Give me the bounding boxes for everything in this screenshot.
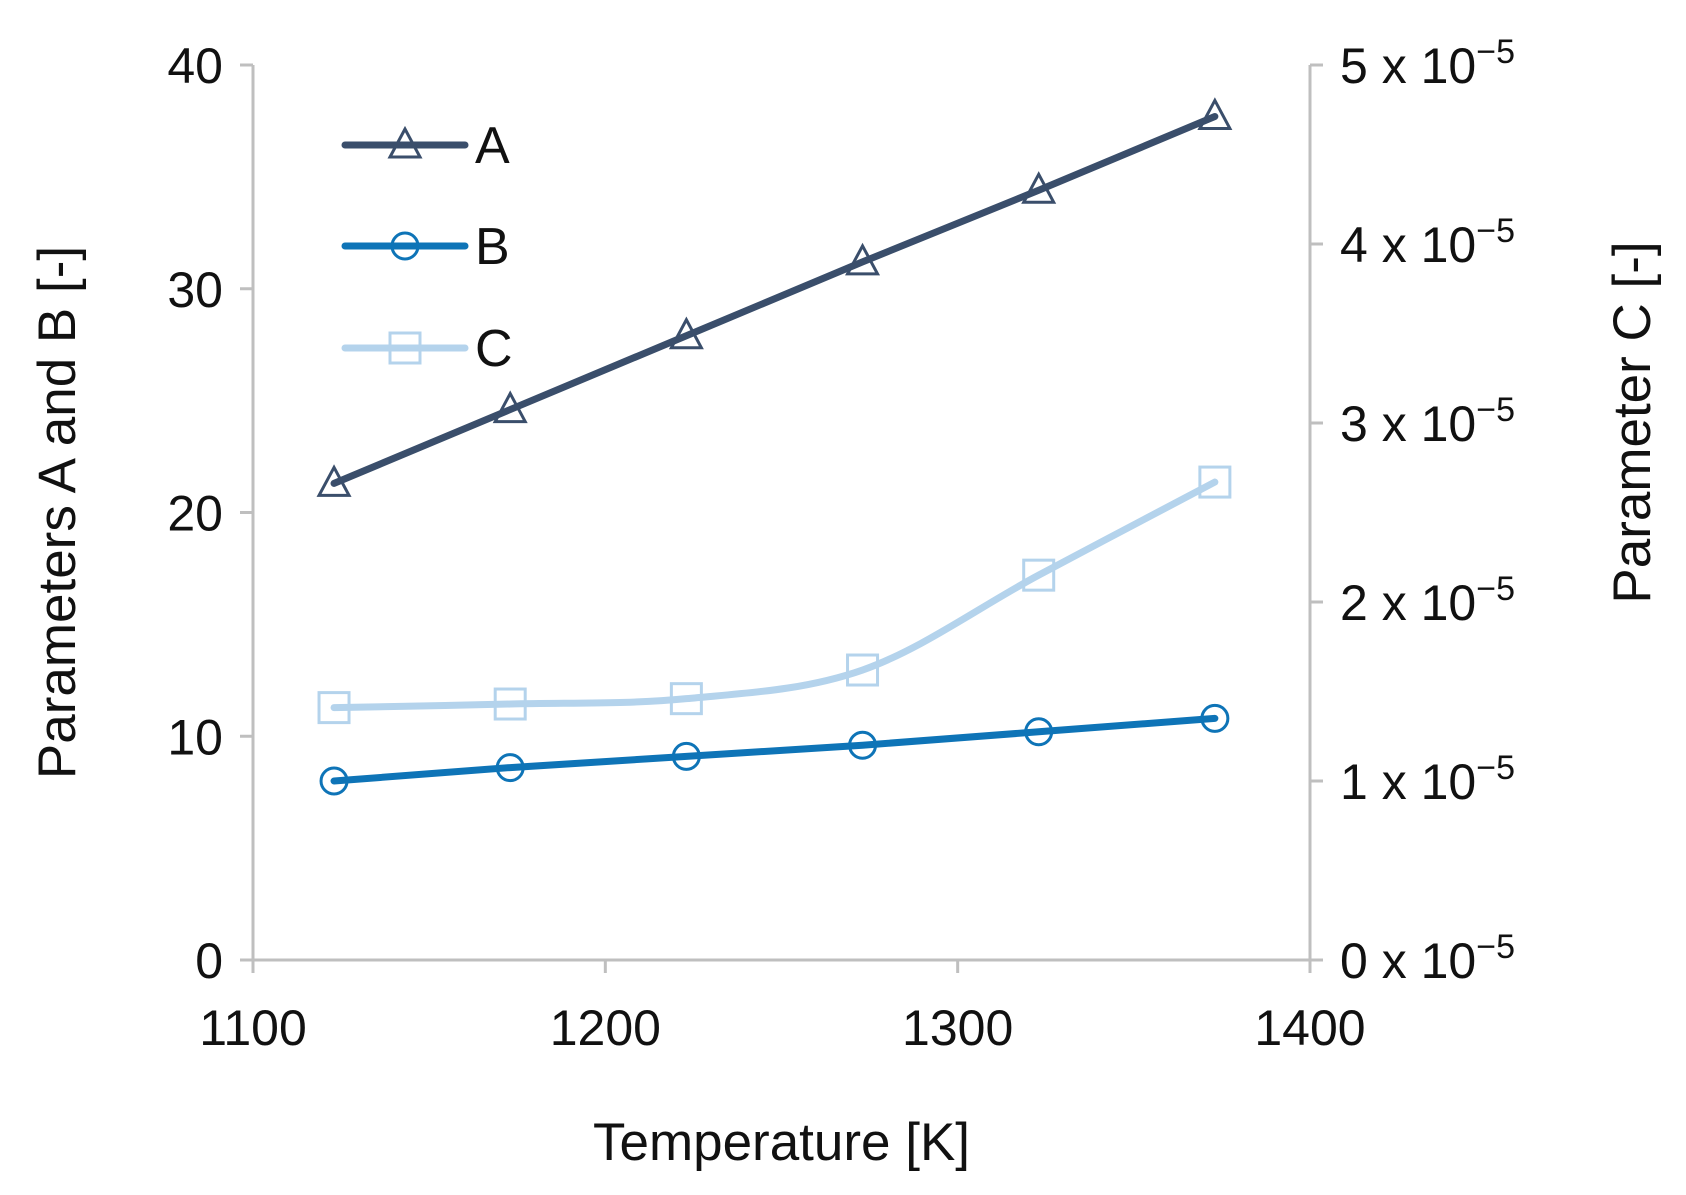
- y-right-tick-mantissa: 4 x 10: [1340, 217, 1476, 273]
- series-a-point: [492, 390, 528, 424]
- y-right-tick-exponent: −5: [1476, 33, 1515, 71]
- y-left-tick-label: 30: [167, 262, 223, 318]
- y-right-tick-mantissa: 3 x 10: [1340, 396, 1476, 452]
- y-right-tick-label: 4 x 10−5: [1340, 212, 1515, 273]
- y-right-tick-exponent: −5: [1476, 570, 1515, 608]
- series-c-point: [846, 653, 880, 687]
- x-tick-label: 1200: [550, 1000, 661, 1056]
- series-c-line: [330, 478, 1219, 712]
- y-left-tick-label: 20: [167, 486, 223, 542]
- series-a-point: [1021, 171, 1057, 204]
- y-right-tick-exponent: −5: [1476, 212, 1515, 250]
- x-axis-title: Temperature [K]: [593, 1113, 970, 1172]
- y-right-tick-label: 2 x 10−5: [1340, 570, 1515, 631]
- series-b-point: [671, 741, 701, 771]
- series-c-point: [1022, 558, 1056, 592]
- series-c: [317, 465, 1232, 725]
- y-right-tick-exponent: −5: [1476, 928, 1515, 966]
- y-right-tick-label: 0 x 10−5: [1340, 928, 1515, 989]
- series-a-point: [668, 316, 704, 350]
- y-right-axis-title: Parameter C [-]: [1603, 241, 1662, 603]
- y-right-tick-mantissa: 5 x 10: [1340, 38, 1476, 94]
- y-right-tick-label: 5 x 10−5: [1340, 33, 1515, 94]
- series-c-point: [493, 687, 527, 721]
- legend-label-b: B: [475, 218, 510, 276]
- series-a-line: [330, 112, 1219, 487]
- series-b-line: [330, 714, 1219, 785]
- y-right-tick-label: 3 x 10−5: [1340, 391, 1515, 452]
- series-b-point: [848, 730, 878, 760]
- series-c-point: [669, 682, 703, 716]
- x-tick-label: 1400: [1254, 1000, 1365, 1056]
- y-right-tick-mantissa: 1 x 10: [1340, 754, 1476, 810]
- series-a-point: [316, 464, 352, 497]
- legend-marker-c: [388, 331, 422, 365]
- y-right-tick-mantissa: 2 x 10: [1340, 575, 1476, 631]
- legend-label-a: A: [475, 117, 510, 175]
- legend-marker-a: [387, 125, 423, 159]
- series-c-point: [317, 691, 351, 725]
- legend-label-c: C: [475, 320, 513, 378]
- series-b: [319, 703, 1230, 796]
- series-b-point: [1024, 717, 1054, 747]
- legend: ABC: [341, 117, 513, 378]
- series-b-point: [495, 753, 525, 783]
- y-left-tick-label: 10: [167, 709, 223, 765]
- y-right-tick-exponent: −5: [1476, 749, 1515, 787]
- series-b-point: [319, 766, 349, 796]
- legend-marker-b: [390, 231, 420, 261]
- y-right-tick-mantissa: 0 x 10: [1340, 933, 1476, 989]
- y-left-tick-label: 0: [195, 933, 223, 989]
- x-tick-label: 1100: [199, 1000, 307, 1056]
- series-a: [316, 97, 1233, 497]
- x-tick-label: 1300: [902, 1000, 1013, 1056]
- series-a-point: [1197, 97, 1233, 130]
- series-a-point: [845, 242, 881, 276]
- y-right-tick-exponent: −5: [1476, 391, 1515, 429]
- series-c-point: [1198, 465, 1232, 499]
- y-left-tick-label: 40: [167, 38, 223, 94]
- y-right-tick-label: 1 x 10−5: [1340, 749, 1515, 810]
- y-left-axis-title: Parameters A and B [-]: [28, 246, 87, 779]
- series-b-point: [1200, 703, 1230, 733]
